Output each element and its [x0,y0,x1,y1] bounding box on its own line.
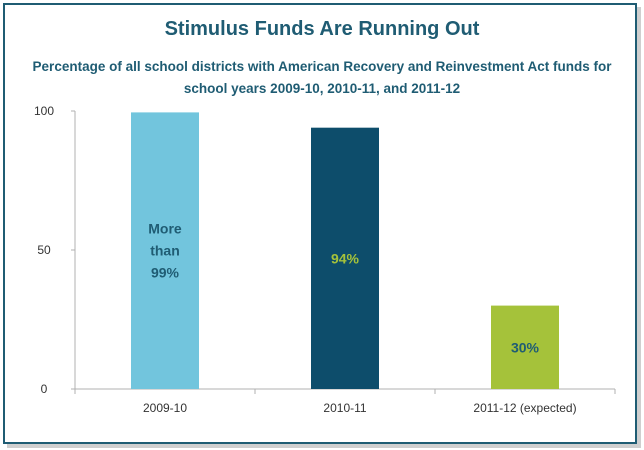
data-label: 30% [511,339,540,355]
data-label: than [150,243,180,259]
y-tick-label: 50 [37,243,51,257]
chart-title: Stimulus Funds Are Running Out [164,18,480,40]
chart-subtitle: Percentage of all school districts with … [32,59,612,96]
chart-bars [131,112,559,390]
bar-3 [491,305,559,389]
data-label: 99% [151,265,180,281]
x-tick-label: 2011-12 (expected) [473,401,576,415]
x-tick-label: 2010-11 [323,401,366,415]
x-tick-label: 2009-10 [143,401,187,415]
bar-2 [311,127,379,390]
data-label: More [148,221,182,237]
data-label: 94% [331,250,360,266]
y-tick-label: 100 [34,104,54,118]
bar-1 [131,112,199,389]
chart-labels: 2009-10 More than 99% 2010-11 94% 2011-12 (exp… [143,221,577,415]
y-tick-label: 0 [41,382,48,396]
